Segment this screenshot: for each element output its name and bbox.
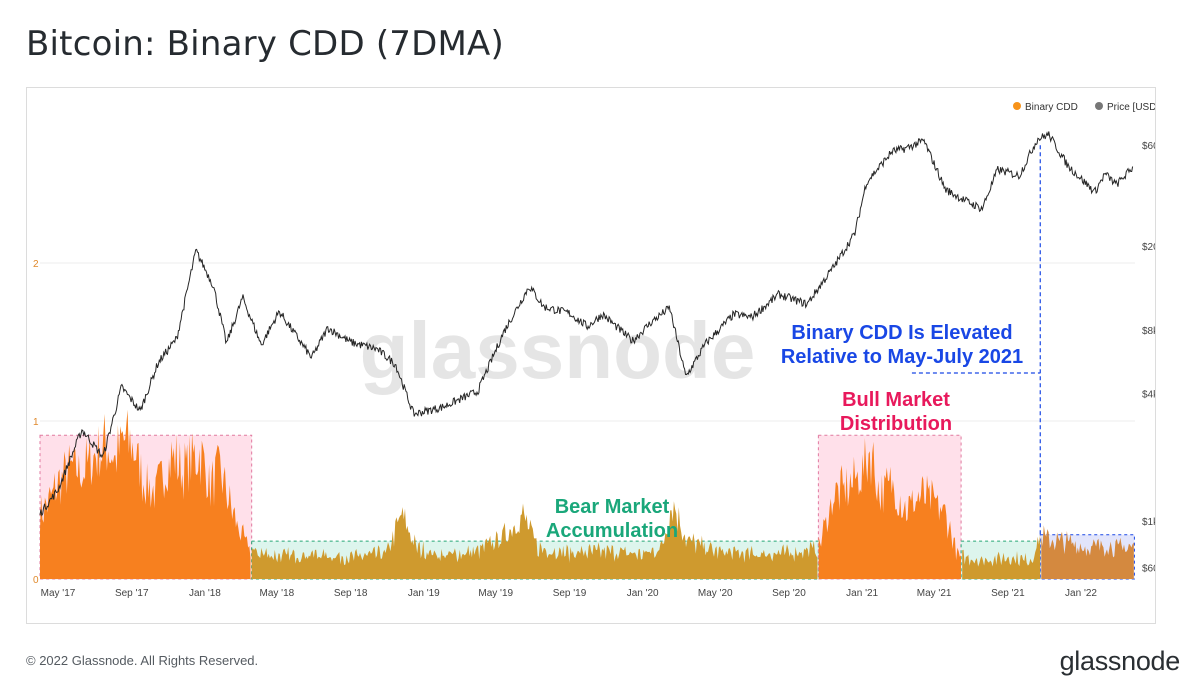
x-axis-tick-5: Jan '19	[408, 588, 440, 599]
binary-cdd-area-3	[962, 534, 1041, 579]
price-line	[39, 131, 1134, 517]
binary-cdd-area-4	[1041, 525, 1134, 579]
binary-cdd-area-2	[818, 437, 961, 579]
right-axis-tick-2: $4k	[1142, 390, 1155, 401]
x-axis-tick-2: Jan '18	[189, 588, 221, 599]
annotation-1-line-1: Distribution	[840, 413, 952, 435]
x-axis-tick-8: Jan '20	[627, 588, 659, 599]
x-axis-tick-1: Sep '17	[115, 588, 149, 599]
watermark: glassnode	[360, 306, 756, 395]
right-axis-tick-4: $20k	[1142, 242, 1155, 253]
x-axis-tick-12: May '21	[917, 588, 952, 599]
x-axis-tick-14: Jan '22	[1065, 588, 1097, 599]
annotation-2: Binary CDD Is Elevated Relative to May-Ju…	[781, 322, 1023, 368]
page-title: Bitcoin: Binary CDD (7DMA)	[26, 24, 504, 64]
annotation-2-line-1: Relative to May-July 2021	[781, 346, 1023, 368]
annotation-2-line-0: Binary CDD Is Elevated	[791, 322, 1012, 344]
binary-cdd-area-1	[251, 501, 818, 579]
legend-dot-1	[1095, 102, 1103, 110]
brand-logo: glassnode	[1059, 646, 1181, 676]
x-axis-tick-11: Jan '21	[846, 588, 878, 599]
left-axis-tick-0: 0	[33, 575, 39, 586]
copyright-text: © 2022 Glassnode. All Rights Reserved.	[26, 653, 259, 668]
x-axis-tick-6: May '19	[478, 588, 513, 599]
chart: glassnode 0 1 2 $600 $1k $4k $8k $20k $60k May '17…	[33, 102, 1155, 599]
zone-bull-2017-border	[39, 434, 253, 580]
left-axis-tick-2: 2	[33, 259, 39, 270]
annotation-1: Bull Market Distribution	[840, 389, 952, 435]
x-axis-tick-0: May '17	[41, 588, 76, 599]
legend-dot-0	[1013, 102, 1021, 110]
legend-label-1: Price [USD]	[1107, 102, 1155, 113]
annotation-1-line-0: Bull Market	[842, 389, 950, 411]
left-axis-tick-1: 1	[33, 417, 39, 428]
x-axis-tick-7: Sep '19	[553, 588, 587, 599]
right-axis-tick-1: $1k	[1142, 517, 1155, 528]
right-axis-tick-5: $60k	[1142, 141, 1155, 152]
zone-elevated-border	[1039, 534, 1135, 580]
annotation-0: Bear Market Accumulation	[546, 496, 678, 542]
x-axis-tick-13: Sep '21	[991, 588, 1025, 599]
annotation-0-line-0: Bear Market	[555, 496, 670, 518]
x-axis-tick-10: Sep '20	[772, 588, 806, 599]
x-axis-tick-9: May '20	[698, 588, 733, 599]
right-axis-tick-3: $8k	[1142, 326, 1155, 337]
right-axis-tick-0: $600	[1142, 564, 1155, 575]
annotation-0-line-1: Accumulation	[546, 520, 678, 542]
binary-cdd-area-0	[40, 409, 251, 579]
chart-frame: glassnode 0 1 2 $600 $1k $4k $8k $20k $60k May '17…	[26, 87, 1156, 624]
x-axis-tick-3: May '18	[260, 588, 295, 599]
x-axis-tick-4: Sep '18	[334, 588, 368, 599]
legend-label-0: Binary CDD	[1025, 102, 1078, 113]
